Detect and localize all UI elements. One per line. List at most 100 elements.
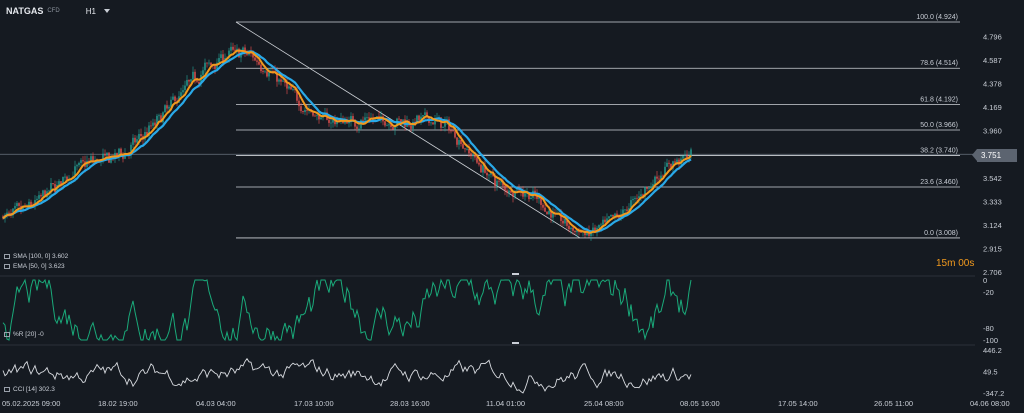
candle-body [218,58,220,63]
candle-body [28,201,30,207]
sma-legend[interactable]: SMA [100, 0] 3.602 [4,253,68,260]
candle-body [234,49,236,51]
candle-body [266,71,268,77]
indicator-settings-icon[interactable] [4,264,10,269]
fib-trend-line[interactable] [235,21,581,239]
price-axis[interactable]: 4.796 4.587 4.378 4.169 3.960 3.542 3.333 3.124… [983,32,1002,277]
candle-body [82,160,84,162]
candle-body [690,149,692,157]
symbol-name[interactable]: NATGAS [6,6,44,16]
candle-body [208,62,210,64]
candle-body [252,53,254,58]
candle-body [318,115,320,120]
candle-body [188,80,190,82]
candle-body [332,118,334,123]
cci-legend[interactable]: CCI [14] 302.3 [4,386,55,393]
candle-body [454,131,456,138]
candle-body [202,70,204,75]
candle-body [682,155,684,159]
cci-axis-label: 446.2 [983,346,1002,355]
candle-body [502,181,504,186]
candle-body [6,212,8,215]
candle-body [280,79,282,82]
indicator-settings-icon[interactable] [4,332,10,337]
candle-body [598,224,600,228]
candle-body [134,137,136,143]
candle-body [42,190,44,197]
candle-body [478,162,480,165]
candle-body [36,198,38,201]
candle-body [256,60,258,62]
candle-body [154,122,156,126]
candle-body [358,128,360,130]
candle-body [286,82,288,89]
ema-legend[interactable]: EMA [50, 0] 3.623 [4,263,65,270]
candle-body [144,132,146,140]
candle-body [398,118,400,120]
candle-body [666,162,668,167]
candle-body [232,46,234,50]
candle-body [652,184,654,187]
timeframe-selector[interactable]: H1 [85,6,96,16]
wr-legend[interactable]: %R [20] -0 [4,331,44,338]
candle-body [566,218,568,226]
candle-body [442,126,444,128]
fib-level-label: 38.2 (3.740) [920,147,958,154]
candle-body [544,207,546,212]
candle-body [606,218,608,223]
time-axis-label: 04.03 04:00 [196,399,236,408]
candle-countdown: 15m 00s [936,258,975,269]
candle-body [538,196,540,199]
candle-body [390,124,392,128]
fib-level-label: 0.0 (3.008) [924,230,958,237]
candle-body [120,148,122,154]
candle-body [196,80,198,82]
indicator-settings-icon[interactable] [4,387,10,392]
pane-resize-handle[interactable] [512,273,519,275]
candle-body [172,96,174,100]
price-axis-label: 2.915 [983,244,1002,253]
timeframe-dropdown-icon[interactable] [103,9,110,13]
time-axis[interactable]: 05.02.2025 09:00 18.02 19:00 04.03 04:00 17… [2,399,1010,408]
candle-body [602,219,604,225]
candle-body [338,119,340,122]
candle-body [118,148,120,156]
candle-body [138,133,140,140]
candle-body [440,117,442,128]
candle-body [12,208,14,216]
candle-body [626,209,628,212]
candle-body [152,122,154,126]
candle-body [542,204,544,208]
candle-body [650,186,652,189]
candle-body [302,111,304,113]
candle-body [522,190,524,197]
symbol-type: CFD [47,8,60,14]
price-axis-label: 3.124 [983,221,1002,230]
candle-body [132,137,134,145]
time-axis-label: 17.03 10:00 [294,399,334,408]
price-axis-label: 4.587 [983,56,1002,65]
indicator-settings-icon[interactable] [4,254,10,259]
cci-axis-label: 49.5 [983,368,998,377]
candle-body [450,130,452,132]
candle-body [646,186,648,189]
candle-body [80,160,82,163]
fibonacci-retracement[interactable]: 100.0 (4.924) 78.6 (4.514) 61.8 (4.192) 50.… [0,14,975,239]
candle-body [366,117,368,119]
candle-body [306,109,308,111]
ema-label: EMA [50, 0] 3.623 [13,263,65,270]
candle-body [92,156,94,162]
candle-body [314,115,316,117]
pane-resize-handle[interactable] [512,342,519,344]
candle-body [576,230,578,233]
candle-body [320,117,322,120]
time-axis-label: 26.05 11:00 [874,399,913,408]
candle-body [334,118,336,125]
candle-body [216,62,218,70]
candle-body [204,62,206,71]
candle-body [464,148,466,150]
candle-body [174,96,176,102]
candle-body [676,159,678,163]
candle-body [296,89,298,101]
